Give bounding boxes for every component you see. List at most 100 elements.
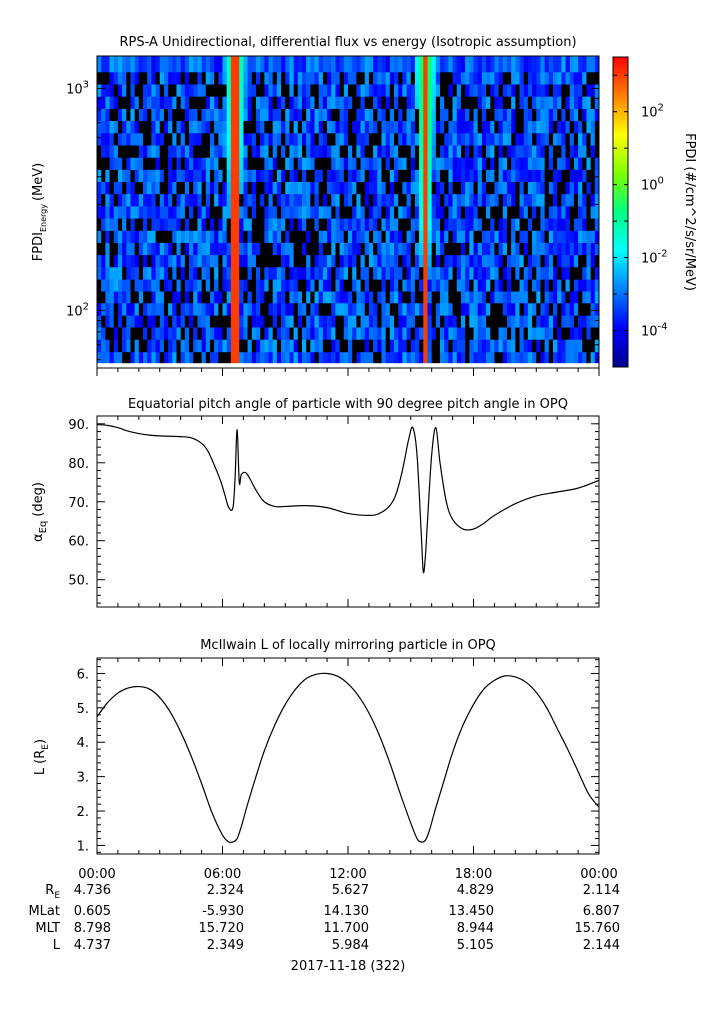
spectrogram-cell (406, 279, 412, 292)
spectrogram-cell (151, 315, 156, 328)
spectrogram-cell (486, 71, 491, 85)
spectrogram-cell (573, 145, 579, 158)
spectrogram-cell (511, 254, 516, 268)
spectrogram-cell (402, 108, 407, 122)
spectrogram-cell (289, 157, 294, 170)
spectrogram-cell (235, 96, 240, 109)
spectrogram-cell (427, 84, 432, 97)
spectrogram-cell (519, 279, 524, 292)
spectrogram-cell (339, 84, 345, 97)
spectrogram-cell (243, 230, 248, 243)
spectrogram-cell (310, 254, 315, 268)
spectrogram-cell (97, 254, 102, 268)
spectrogram-cell (176, 206, 181, 219)
spectrogram-cell (377, 266, 382, 280)
spectrogram-cell (360, 291, 366, 304)
spectrogram-cell (565, 120, 571, 134)
spectrogram-cell (230, 71, 236, 85)
spectrogram-cell (552, 218, 558, 231)
spectrogram-cell (176, 132, 181, 146)
spectrogram-cell (506, 193, 512, 207)
spectrogram-cell (109, 84, 115, 97)
spectrogram-cell (427, 71, 432, 85)
spectrogram-cell (410, 302, 416, 316)
spectrogram-cell (582, 145, 587, 158)
mcilwain-l-panel: McIlwain L of locally mirroring particle… (33, 638, 600, 855)
spectrogram-cell (314, 302, 320, 316)
spectrogram-cell (381, 218, 386, 231)
spectrogram-cell (109, 181, 115, 195)
spectrogram-cell (318, 266, 324, 280)
spectrogram-cell (285, 291, 290, 304)
spectrogram-cell (486, 157, 491, 170)
spectrogram-cell (552, 71, 558, 85)
spectrogram-cell (348, 206, 353, 219)
spectrogram-cell (444, 108, 449, 122)
spectrogram-cell (143, 315, 148, 328)
spectrogram-cell (297, 266, 303, 280)
spectrogram-cell (494, 108, 499, 122)
spectrogram-cell (473, 242, 478, 256)
spectrogram-cell (477, 351, 483, 364)
spectrogram-cell (306, 108, 311, 122)
spectrogram-cell (419, 120, 424, 134)
spectrogram-cell (322, 302, 328, 316)
spectrogram-cell (578, 120, 583, 134)
spectrogram-cell (590, 145, 596, 158)
spectrogram-cell (561, 279, 566, 292)
spectrogram-cell (448, 291, 453, 304)
spectrogram-cell (368, 108, 374, 122)
spectrogram-cell (381, 120, 386, 134)
spectrogram-cell (381, 145, 386, 158)
spectrogram-cell (473, 193, 478, 207)
spectrogram-cell (364, 302, 370, 316)
spectrogram-cell (281, 266, 286, 280)
spectrogram-cell (272, 71, 278, 85)
spectrogram-cell (134, 132, 140, 146)
spectrogram-cell (398, 181, 403, 195)
spectrogram-cell (331, 351, 336, 364)
spectrogram-cell (113, 84, 119, 97)
spectrogram-cell (352, 327, 357, 340)
spectrogram-cell (138, 302, 144, 316)
spectrogram-cell (335, 84, 340, 97)
spectrogram-cell (348, 96, 353, 109)
spectrogram-cell (423, 218, 428, 231)
spectrogram-cell (444, 169, 449, 182)
spectrogram-cell (481, 242, 487, 256)
spectrogram-cell (561, 181, 566, 195)
spectrogram-cell (243, 157, 248, 170)
spectrogram-cell (540, 254, 545, 268)
spectrogram-cell (343, 145, 349, 158)
spectrogram-cell (130, 120, 135, 134)
spectrogram-cell (260, 327, 265, 340)
spectrogram-cell (193, 181, 198, 195)
spectrogram-cell (122, 266, 127, 280)
spectrogram-cell (452, 266, 458, 280)
spectrogram-cell (373, 279, 378, 292)
spectrogram-cell (435, 230, 441, 243)
spectrogram-cell (293, 145, 299, 158)
spectrogram-cell (552, 254, 558, 268)
spectrogram-cell (456, 279, 462, 292)
spectrogram-cell (122, 132, 127, 146)
spectrogram-cell (306, 266, 311, 280)
spectrogram-cell (176, 218, 181, 231)
spectrogram-cell (578, 96, 583, 109)
spectrogram-cell (548, 218, 554, 231)
spectrogram-cell (222, 206, 227, 219)
spectrogram-cell (159, 279, 165, 292)
spectrogram-cell (297, 132, 303, 146)
spectrogram-cell (306, 302, 311, 316)
spectrogram-cell (251, 291, 257, 304)
spectrogram-cell (360, 120, 366, 134)
spectrogram-cell (523, 302, 529, 316)
spectrogram-cell (427, 132, 432, 146)
spectrogram-cell (486, 84, 491, 97)
spectrogram-cell (477, 279, 483, 292)
spectrogram-cell (289, 96, 294, 109)
spectrogram-cell (431, 169, 437, 182)
spectrogram-cell (251, 132, 257, 146)
spectrogram-cell (155, 145, 161, 158)
spectrogram-cell (419, 193, 424, 207)
